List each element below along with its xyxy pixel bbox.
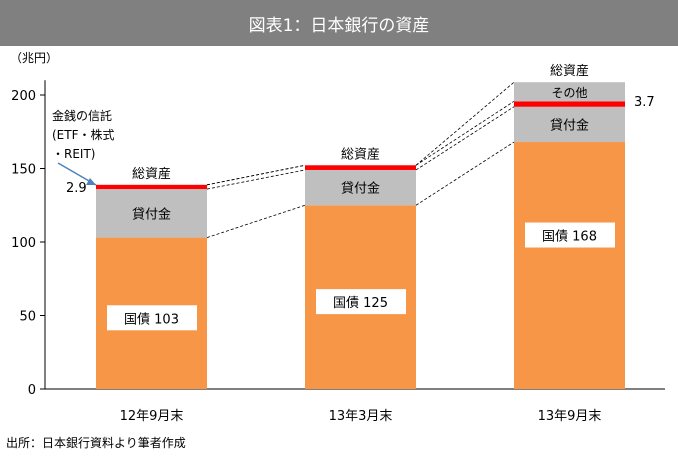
y-tick-label: 150 — [11, 163, 36, 178]
jgb-value-label: 国債 168 — [542, 230, 597, 245]
total-assets-label: 総資産 — [341, 146, 380, 162]
y-tick-label: 200 — [11, 89, 36, 104]
loans-label: 貸付金 — [132, 206, 171, 222]
connector-line — [206, 204, 306, 238]
bar-segment-loans — [305, 169, 416, 206]
bar-segment-loans — [96, 189, 207, 238]
bar-segment-jgb — [514, 142, 625, 389]
y-tick-label: 50 — [19, 310, 36, 325]
loans-label: 貸付金 — [550, 117, 589, 133]
other-label: その他 — [551, 86, 587, 100]
bar-segment-trust — [305, 165, 416, 170]
connector-line — [415, 81, 515, 166]
y-tick-label: 0 — [28, 383, 36, 398]
bar-segment-other — [514, 82, 625, 102]
connector-line — [206, 164, 306, 186]
x-category-label: 13年9月末 — [538, 409, 602, 424]
chart-title-text: 図表1：日本銀行の資産 — [248, 15, 430, 36]
jgb-label-box — [107, 305, 197, 331]
trust-annotation-arrowhead — [86, 178, 96, 185]
connector-line — [206, 164, 306, 186]
source-note: 出所：日本銀行資料より筆者作成 — [6, 436, 186, 450]
x-category-label: 12年9月末 — [120, 409, 184, 424]
bar-segment-loans — [514, 106, 625, 143]
y-axis-label: （兆円） — [10, 51, 58, 65]
bar-segment-trust — [96, 184, 207, 190]
y-tick-label: 100 — [11, 236, 36, 251]
trust-value-first: 2.9 — [66, 181, 87, 196]
trust-annotation-label: 金銭の信託 — [52, 108, 112, 123]
trust-annotation-label: ・REIT) — [52, 147, 95, 161]
connector-line — [415, 100, 515, 166]
loans-label: 貸付金 — [341, 181, 380, 197]
jgb-label-box — [525, 222, 615, 248]
jgb-value-label: 国債 125 — [333, 296, 388, 311]
connector-line — [415, 141, 515, 206]
trust-annotation-label: (ETF・株式 — [52, 127, 115, 142]
trust-value-last: 3.7 — [634, 95, 655, 110]
connector-line — [206, 169, 306, 190]
x-category-label: 13年3月末 — [329, 409, 393, 424]
chart-title: 図表1：日本銀行の資産 — [0, 0, 678, 46]
bar-segment-trust — [514, 101, 625, 107]
total-assets-label: 総資産 — [550, 63, 589, 79]
total-assets-label: 総資産 — [132, 166, 171, 182]
jgb-label-box — [316, 289, 406, 315]
connector-line — [415, 106, 515, 171]
jgb-value-label: 国債 103 — [124, 312, 179, 327]
